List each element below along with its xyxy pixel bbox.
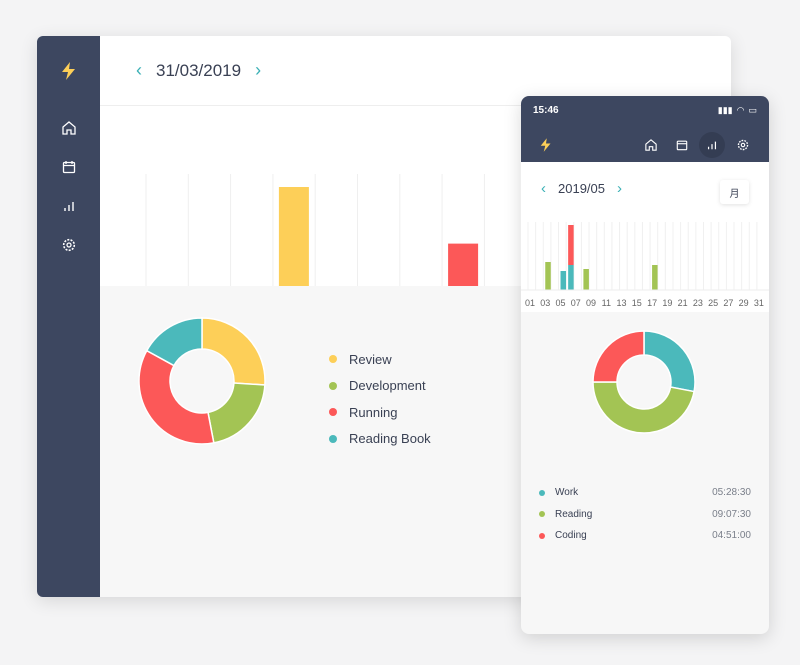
x-tick-label: 01: [525, 298, 535, 308]
x-tick-label: 17: [647, 298, 657, 308]
x-tick-label: 13: [617, 298, 627, 308]
next-month-button[interactable]: ›: [617, 180, 622, 197]
prev-month-button[interactable]: ‹: [541, 180, 546, 197]
legend-label: Work: [555, 487, 579, 499]
sidebar: [37, 36, 100, 597]
gear-icon[interactable]: [730, 132, 756, 158]
home-icon[interactable]: [59, 118, 79, 138]
mobile-window: 15:46 ▮▮▮ ◠ ▭ ‹ 2019/05 › 月 01 03 05 07 09 11 13…: [521, 96, 769, 634]
legend-item: Coding 04:51:00: [539, 525, 751, 547]
current-date: 31/03/2019: [156, 60, 242, 80]
legend-label: Review: [349, 351, 392, 367]
x-tick-label: 03: [540, 298, 550, 308]
legend-item: Reading 09:07:30: [539, 504, 751, 526]
bolt-icon[interactable]: [533, 132, 559, 158]
x-tick-label: 29: [739, 298, 749, 308]
legend-item: Development: [329, 373, 431, 400]
legend-label: Development: [349, 378, 426, 394]
bar-segment[interactable]: [560, 271, 567, 290]
legend-dot: [539, 532, 545, 539]
legend-label: Coding: [555, 530, 587, 542]
legend-dot: [329, 408, 337, 417]
legend-time: 09:07:30: [712, 508, 751, 520]
bolt-icon[interactable]: [59, 61, 79, 81]
donut-slice[interactable]: [138, 349, 215, 445]
wifi-icon: ◠: [736, 105, 745, 115]
prev-day-button[interactable]: ‹: [136, 60, 142, 80]
battery-icon: ▭: [748, 105, 757, 115]
donut-slice[interactable]: [145, 317, 203, 367]
legend-time: 05:28:30: [712, 487, 751, 499]
date-header: ‹ 31/03/2019 ›: [100, 36, 731, 106]
x-tick-label: 05: [556, 298, 566, 308]
calendar-icon[interactable]: [59, 157, 79, 177]
signal-icon: ▮▮▮: [717, 105, 733, 115]
bar-segment[interactable]: [652, 265, 658, 290]
category-donut-chart: [138, 317, 266, 445]
mobile-donut-chart: [592, 330, 696, 434]
x-tick-label: 25: [708, 298, 718, 308]
x-tick-label: 31: [754, 298, 764, 308]
gear-icon[interactable]: [59, 235, 79, 255]
legend-label: Reading: [555, 508, 593, 520]
donut-slice[interactable]: [592, 330, 645, 383]
bar-segment[interactable]: [545, 262, 551, 290]
x-tick-label: 23: [693, 298, 703, 308]
status-time: 15:46: [533, 105, 559, 116]
x-tick-label: 27: [723, 298, 733, 308]
status-icons: ▮▮▮ ◠ ▭: [718, 105, 757, 116]
bar[interactable]: [448, 243, 479, 286]
bar-segment[interactable]: [568, 225, 574, 265]
donut-slice[interactable]: [643, 330, 696, 393]
legend-label: Reading Book: [349, 431, 431, 447]
chart-icon[interactable]: [59, 196, 79, 216]
legend-label: Running: [349, 404, 398, 420]
legend-item: Review: [329, 346, 431, 373]
x-tick-label: 21: [678, 298, 688, 308]
mobile-header: 15:46 ▮▮▮ ◠ ▭: [521, 96, 769, 162]
donut-slice[interactable]: [201, 317, 266, 386]
hourly-bar-chart: 0:001:002:003:004:005:006:007:008:00: [145, 174, 485, 286]
x-tick-label: 07: [571, 298, 581, 308]
current-month: 2019/05: [558, 181, 605, 196]
legend-dot: [329, 381, 337, 390]
mobile-legend: Work 05:28:30 Reading 09:07:30 Coding 04:51:0…: [539, 482, 751, 547]
legend-item: Running: [329, 399, 431, 426]
x-tick-label: 09: [586, 298, 596, 308]
month-header: ‹ 2019/05 ›: [541, 180, 622, 197]
legend-item: Work 05:28:30: [539, 482, 751, 504]
x-tick-label: 11: [602, 298, 611, 308]
legend-dot: [329, 434, 337, 443]
chart-icon[interactable]: [699, 132, 725, 158]
donut-slice[interactable]: [207, 382, 266, 444]
x-tick-label: 15: [632, 298, 642, 308]
bar-segment[interactable]: [568, 265, 574, 290]
home-icon[interactable]: [638, 132, 664, 158]
x-tick-label: 19: [662, 298, 672, 308]
legend-dot: [539, 511, 545, 518]
legend-dot: [539, 489, 545, 496]
legend-item: Reading Book: [329, 426, 431, 453]
daily-bar-chart: 01 03 05 07 09 11 13 15 17 19 21 23 25 27 29 31: [521, 222, 769, 308]
next-day-button[interactable]: ›: [255, 60, 262, 80]
bar-segment[interactable]: [583, 269, 589, 290]
calendar-icon[interactable]: [669, 132, 695, 158]
donut-slice[interactable]: [592, 381, 695, 434]
period-toggle-button[interactable]: 月: [720, 180, 749, 204]
bar[interactable]: [278, 187, 309, 286]
legend-dot: [329, 355, 337, 364]
donut-legend: Review Development Running Reading Book: [329, 346, 431, 452]
legend-time: 04:51:00: [712, 530, 751, 542]
